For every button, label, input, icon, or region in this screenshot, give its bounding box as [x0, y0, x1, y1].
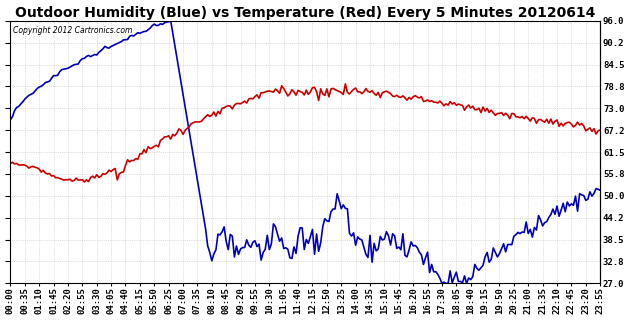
Title: Outdoor Humidity (Blue) vs Temperature (Red) Every 5 Minutes 20120614: Outdoor Humidity (Blue) vs Temperature (…: [15, 5, 595, 20]
Text: Copyright 2012 Cartronics.com: Copyright 2012 Cartronics.com: [13, 26, 133, 35]
